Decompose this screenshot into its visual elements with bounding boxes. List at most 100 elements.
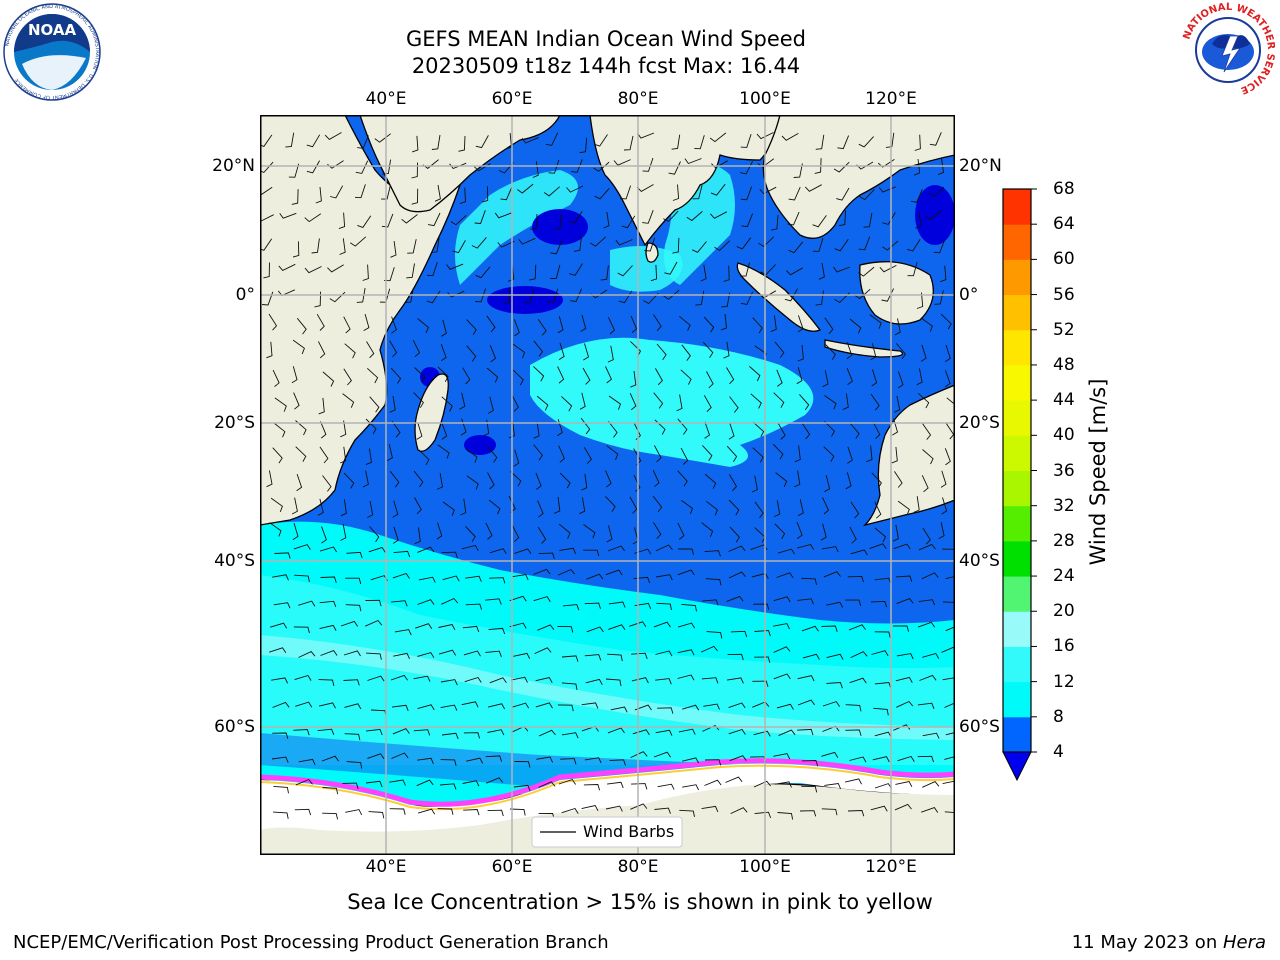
colorbar-tick-label: 40 xyxy=(1053,425,1075,446)
wind-barb xyxy=(512,369,524,386)
wind-barb xyxy=(412,339,421,358)
wind-barb xyxy=(543,186,560,197)
wind-barb xyxy=(489,345,497,363)
wind-barb xyxy=(511,394,519,412)
wind-barb xyxy=(291,497,298,515)
wind-barb xyxy=(366,728,383,736)
wind-barb xyxy=(655,678,672,685)
wind-barb xyxy=(854,288,871,300)
wind-barb xyxy=(754,656,771,663)
wind-barb xyxy=(897,755,915,762)
wind-barb xyxy=(797,598,814,605)
lat-tick-left-40s: 40°S xyxy=(214,551,255,571)
wind-barb xyxy=(606,525,613,543)
noaa-logo: NOAA NATIONAL OCEANIC AND ATMOSPHERIC AD… xyxy=(2,2,102,102)
wind-barb xyxy=(533,340,544,357)
wind-barb xyxy=(727,653,744,661)
wind-barb xyxy=(394,629,412,636)
wind-barb xyxy=(938,522,945,539)
wind-barb xyxy=(463,650,481,657)
wind-barb xyxy=(263,262,270,279)
wind-barb xyxy=(500,186,513,201)
wind-barb xyxy=(799,810,817,817)
wind-barb xyxy=(466,319,477,336)
wind-barb xyxy=(268,313,278,331)
wind-barb xyxy=(620,185,632,200)
wind-barb xyxy=(870,343,877,361)
wind-barb xyxy=(608,601,626,608)
wind-barb xyxy=(269,522,282,537)
wind-barb xyxy=(846,367,853,386)
wind-barb xyxy=(389,471,400,488)
wind-barb xyxy=(523,288,535,303)
wind-barb xyxy=(584,757,602,764)
wind-barb xyxy=(582,367,591,385)
colorbar-segment xyxy=(1003,646,1031,683)
wind-barb xyxy=(893,724,911,731)
wind-barb xyxy=(714,240,731,251)
wind-barb xyxy=(293,392,300,410)
wind-barb xyxy=(579,497,586,515)
wind-barb xyxy=(304,266,322,274)
wind-barb xyxy=(773,673,791,680)
wind-barb xyxy=(340,620,358,627)
colorbar-segment xyxy=(1003,400,1031,436)
wind-barb xyxy=(488,627,506,635)
wind-barb xyxy=(796,521,803,539)
wind-barb xyxy=(677,649,695,656)
wind-barb xyxy=(786,267,804,276)
wind-barb xyxy=(488,499,501,515)
wind-barb xyxy=(838,210,846,227)
wind-barb xyxy=(874,682,892,689)
wind-barb xyxy=(920,344,927,362)
wind-barb xyxy=(701,522,714,537)
lat-tick-left-0: 0° xyxy=(235,285,255,305)
wind-barb xyxy=(568,210,583,224)
wind-barb xyxy=(322,371,335,387)
wind-barb xyxy=(740,262,750,277)
wind-barb xyxy=(368,811,385,819)
land-arabia xyxy=(359,115,561,213)
wind-barb xyxy=(896,653,914,660)
wind-barb xyxy=(566,185,584,193)
wind-barb xyxy=(849,526,857,544)
wind-barb xyxy=(822,701,840,707)
wind-barb xyxy=(754,811,772,819)
lon-tick-bottom-100e: 100°E xyxy=(739,857,791,877)
wind-barb xyxy=(801,785,818,793)
wind-barb xyxy=(846,341,853,360)
wind-barb xyxy=(295,446,307,462)
wind-barb xyxy=(439,783,457,790)
wind-barb xyxy=(508,421,515,439)
wind-barb xyxy=(318,397,325,415)
wind-barb xyxy=(630,370,637,388)
wind-barb xyxy=(294,808,312,816)
land-australia xyxy=(862,384,955,527)
wind-barb xyxy=(929,132,942,146)
wind-barb xyxy=(317,728,335,735)
wind-barb xyxy=(894,395,901,413)
nws-logo: NATIONAL WEATHER SERVICE xyxy=(1178,0,1278,100)
wind-barb xyxy=(655,650,673,657)
wind-barb xyxy=(654,807,671,814)
wind-barb xyxy=(921,475,929,493)
wind-barb xyxy=(343,368,352,386)
wind-barb xyxy=(858,136,874,148)
wind-barb xyxy=(557,366,565,384)
wind-barb xyxy=(608,421,618,438)
wind-barb xyxy=(928,186,945,198)
wind-barb xyxy=(471,237,487,249)
wind-barb xyxy=(680,447,689,465)
lon-tick-bottom-60e: 60°E xyxy=(491,857,533,877)
wind-barb xyxy=(922,449,934,465)
colorbar-tick-label: 52 xyxy=(1053,319,1075,340)
wind-barb xyxy=(273,602,291,609)
wind-barb xyxy=(533,596,551,602)
wind-barb xyxy=(822,370,829,388)
wind-barb xyxy=(593,161,610,172)
wind-barb xyxy=(417,318,429,334)
wind-barb xyxy=(529,264,537,281)
wind-barb xyxy=(726,367,735,385)
wind-barb xyxy=(340,524,347,541)
wind-barb xyxy=(366,652,382,660)
